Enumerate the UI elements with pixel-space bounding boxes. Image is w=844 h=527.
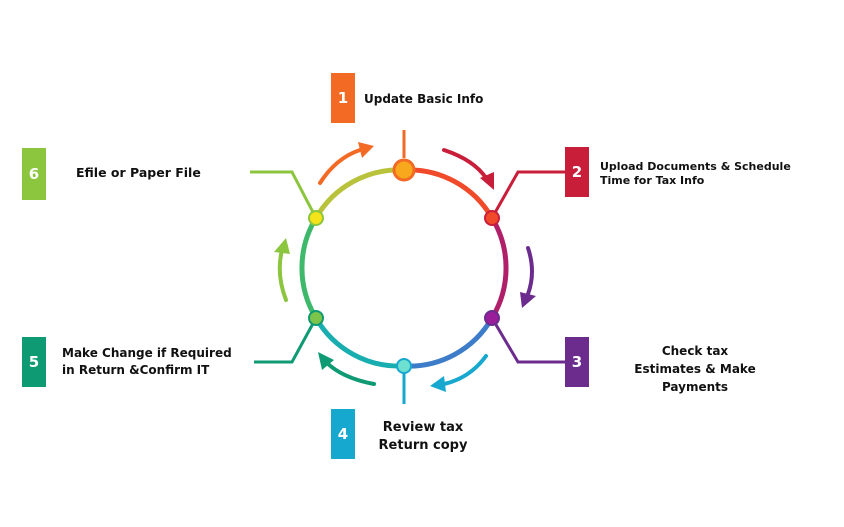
node-1 xyxy=(392,158,416,182)
step-3-number-box: 3 xyxy=(565,337,589,387)
ring-arc-3-4 xyxy=(403,316,495,369)
step-4-label: Review tax Return copy xyxy=(378,420,468,453)
step-5-number-box: 5 xyxy=(22,337,46,387)
ring-arc-2-3 xyxy=(489,216,509,320)
step-2-label: Upload Documents & Schedule Time for Tax… xyxy=(600,160,791,188)
ring-arc-6-1 xyxy=(313,167,405,220)
step-1-number: 1 xyxy=(337,89,349,107)
ring-arc-4-5 xyxy=(313,316,405,369)
ring-arc-5-6 xyxy=(299,216,319,320)
step-6-label: Efile or Paper File xyxy=(76,165,201,180)
step-2-number-box: 2 xyxy=(565,147,589,197)
node-4 xyxy=(396,358,412,374)
node-6 xyxy=(308,210,324,226)
arrow-3-to-4 xyxy=(430,354,488,392)
step-1-number-box: 1 xyxy=(331,73,355,123)
step-6-number-box: 6 xyxy=(22,148,46,200)
arrow-5-to-6 xyxy=(274,238,290,302)
ring-arc-1-2 xyxy=(403,167,495,220)
arrow-6-to-1 xyxy=(318,142,374,185)
step-5-label: Make Change if Required in Return &Confi… xyxy=(62,346,232,377)
step-4-number: 4 xyxy=(337,425,349,443)
step-3-label: Check tax Estimates & Make Payments xyxy=(634,344,756,394)
connector-6 xyxy=(250,170,318,219)
step-1-label: Update Basic Info xyxy=(364,92,484,106)
node-5 xyxy=(308,310,324,326)
arrow-1-to-2 xyxy=(442,148,494,190)
step-2-number: 2 xyxy=(571,163,583,181)
arrow-2-to-3 xyxy=(520,246,536,308)
step-6-number: 6 xyxy=(28,165,40,183)
node-3 xyxy=(484,310,500,326)
arrow-4-to-5 xyxy=(318,352,376,386)
node-2 xyxy=(484,210,500,226)
connector-5 xyxy=(254,317,318,364)
connector-3 xyxy=(490,317,565,364)
step-3-number: 3 xyxy=(571,353,583,371)
connector-2 xyxy=(490,170,565,219)
step-5-number: 5 xyxy=(28,353,40,371)
step-4-number-box: 4 xyxy=(331,409,355,459)
